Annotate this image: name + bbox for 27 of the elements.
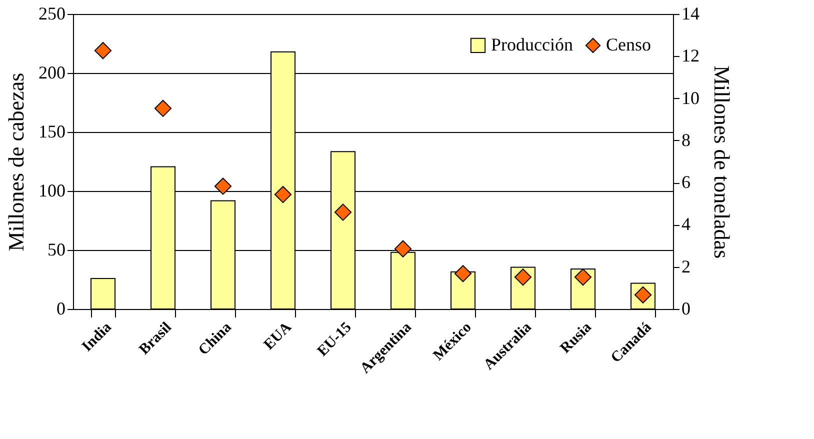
y2-tick-label: 2 xyxy=(682,256,690,276)
y-tick-label: 250 xyxy=(38,4,66,24)
legend-label: Censo xyxy=(606,34,651,54)
y-tick-label: 0 xyxy=(56,298,66,318)
point xyxy=(214,178,232,195)
y2-tick-label: 4 xyxy=(682,214,690,234)
y2-axis-title: Millones de toneladas xyxy=(710,65,734,259)
point xyxy=(574,268,592,286)
y-tick-label: 150 xyxy=(38,122,66,142)
y2-tick-label: 6 xyxy=(682,172,690,192)
point xyxy=(94,42,112,60)
y-tick-label: 100 xyxy=(38,180,66,200)
y-tick-label: 200 xyxy=(38,62,66,82)
y-axis-title: Millones de cabezas xyxy=(4,72,28,252)
point xyxy=(454,265,472,282)
point xyxy=(334,204,352,221)
y-tick-label: 50 xyxy=(48,240,66,260)
y2-tick-label: 14 xyxy=(682,4,700,24)
y2-tick-label: 0 xyxy=(682,298,690,318)
legend-label: Producción xyxy=(491,34,573,54)
point xyxy=(154,100,172,117)
y2-tick-label: 12 xyxy=(682,46,700,66)
point xyxy=(514,268,532,286)
point xyxy=(394,240,412,258)
y2-tick-label: 10 xyxy=(682,88,700,108)
point xyxy=(274,186,292,204)
y2-tick-label: 8 xyxy=(682,130,690,150)
